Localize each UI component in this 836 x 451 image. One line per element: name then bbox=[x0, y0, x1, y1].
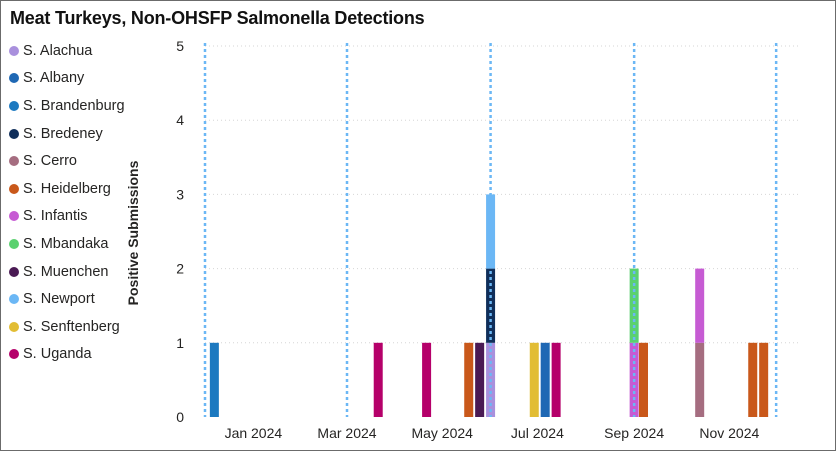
legend-item[interactable]: S. Infantis bbox=[9, 203, 134, 231]
legend-marker-icon bbox=[9, 211, 19, 222]
legend-item[interactable]: S. Senftenberg bbox=[9, 313, 134, 341]
x-tick-label: Jan 2024 bbox=[225, 425, 283, 441]
legend-marker-icon bbox=[9, 183, 19, 194]
x-tick-label: May 2024 bbox=[411, 425, 473, 441]
legend-item[interactable]: S. Brandenburg bbox=[9, 92, 134, 120]
legend-label: S. Muenchen bbox=[23, 263, 109, 280]
legend-label: S. Heidelberg bbox=[23, 180, 111, 197]
legend-marker-icon bbox=[9, 321, 19, 332]
y-tick-label: 3 bbox=[176, 186, 184, 202]
y-tick-label: 5 bbox=[176, 38, 184, 54]
bar-segment bbox=[551, 342, 561, 417]
y-tick-label: 0 bbox=[176, 409, 184, 425]
bar-segment bbox=[695, 268, 705, 343]
legend-item[interactable]: S. Alachua bbox=[9, 37, 134, 65]
x-tick-label: Mar 2024 bbox=[317, 425, 376, 441]
bar-segment bbox=[486, 268, 496, 343]
bar-segment bbox=[695, 342, 705, 417]
legend-label: S. Senftenberg bbox=[23, 318, 120, 335]
legend-item[interactable]: S. Bredeney bbox=[9, 120, 134, 148]
legend-item[interactable]: S. Albany bbox=[9, 65, 134, 93]
bar-segment bbox=[464, 342, 474, 417]
x-tick-label: Sep 2024 bbox=[604, 425, 664, 441]
legend-item[interactable]: S. Muenchen bbox=[9, 258, 134, 286]
legend-item[interactable]: S. Newport bbox=[9, 285, 134, 313]
legend-label: S. Cerro bbox=[23, 153, 77, 170]
bar-segment bbox=[540, 342, 550, 417]
legend-item[interactable]: S. Heidelberg bbox=[9, 175, 134, 203]
legend-label: S. Brandenburg bbox=[23, 97, 125, 114]
legend-marker-icon bbox=[9, 294, 19, 305]
bar-segment bbox=[748, 342, 758, 417]
bar-segment bbox=[629, 268, 639, 343]
bar-segment bbox=[373, 342, 383, 417]
legend-item[interactable]: S. Mbandaka bbox=[9, 230, 134, 258]
legend-marker-icon bbox=[9, 156, 19, 167]
y-tick-label: 1 bbox=[176, 335, 184, 351]
legend-label: S. Bredeney bbox=[23, 125, 103, 142]
legend-marker-icon bbox=[9, 128, 19, 139]
legend-item[interactable]: S. Uganda bbox=[9, 341, 134, 369]
bar-segment bbox=[759, 342, 769, 417]
y-tick-label: 2 bbox=[176, 261, 184, 277]
legend-label: S. Albany bbox=[23, 70, 85, 87]
legend-marker-icon bbox=[9, 45, 19, 56]
bar-segment bbox=[639, 342, 649, 417]
legend-marker-icon bbox=[9, 266, 19, 277]
x-tick-label: Nov 2024 bbox=[699, 425, 759, 441]
legend-marker-icon bbox=[9, 238, 19, 249]
legend-marker-icon bbox=[9, 100, 19, 111]
legend-marker-icon bbox=[9, 73, 19, 84]
chart-title: Meat Turkeys, Non-OHSFP Salmonella Detec… bbox=[10, 8, 425, 28]
legend-label: S. Uganda bbox=[23, 346, 92, 363]
legend-marker-icon bbox=[9, 349, 19, 360]
legend-item[interactable]: S. Cerro bbox=[9, 147, 134, 175]
chart-legend: S. Alachua S. Albany S. Brandenburg S. Bred… bbox=[9, 37, 134, 368]
legend-label: S. Mbandaka bbox=[23, 235, 109, 252]
legend-label: S. Alachua bbox=[23, 42, 93, 59]
legend-label: S. Newport bbox=[23, 291, 95, 308]
legend-label: S. Infantis bbox=[23, 208, 88, 225]
bar-segment bbox=[529, 342, 539, 417]
bar-segment bbox=[475, 342, 485, 417]
bar-segment bbox=[209, 342, 219, 417]
x-tick-label: Jul 2024 bbox=[511, 425, 564, 441]
y-tick-label: 4 bbox=[176, 112, 184, 128]
bar-segment bbox=[422, 342, 432, 417]
